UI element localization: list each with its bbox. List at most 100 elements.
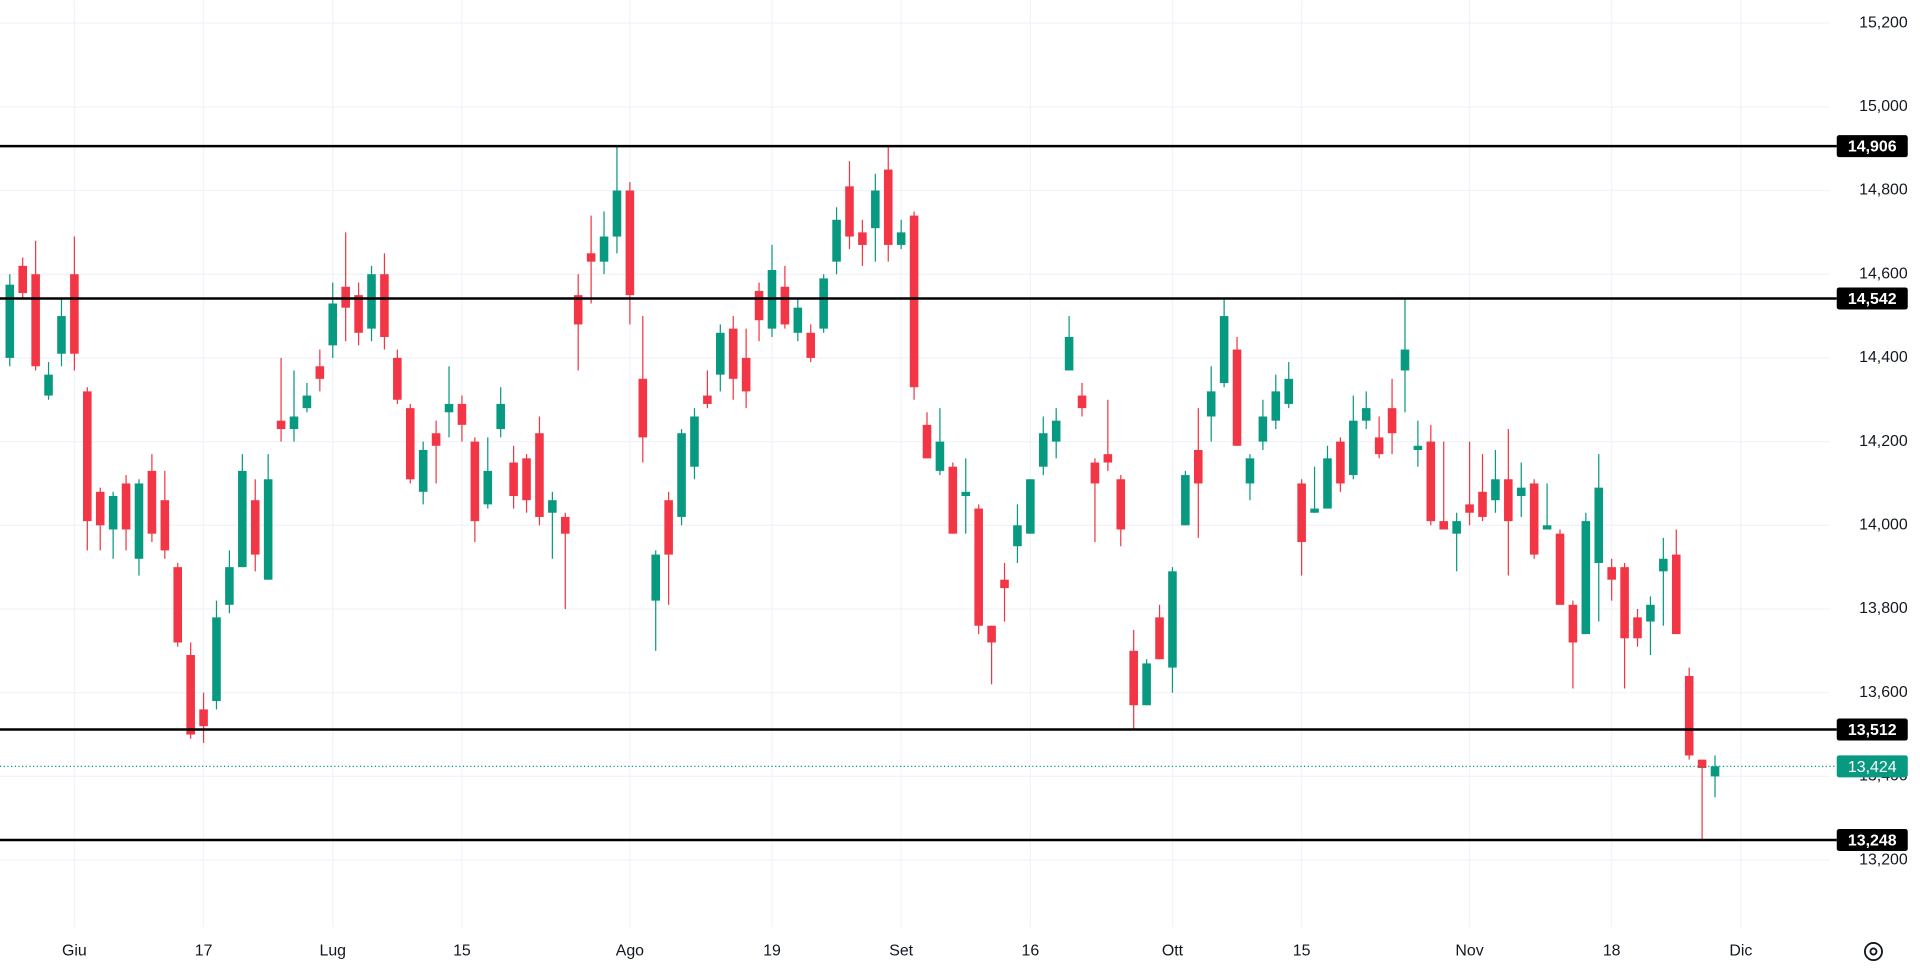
- candle-body: [1413, 445, 1423, 450]
- candle-body: [1594, 487, 1604, 563]
- candle-body: [1555, 533, 1565, 605]
- candle-body: [70, 274, 79, 354]
- candle-body: [444, 403, 454, 413]
- candle-body: [1103, 454, 1113, 463]
- candle-body: [57, 316, 66, 354]
- candle-body: [961, 491, 971, 497]
- candle-body: [1516, 487, 1526, 497]
- candle-body: [1206, 391, 1216, 417]
- candle-body: [457, 403, 467, 425]
- x-tick-label: Dic: [1729, 943, 1752, 960]
- candle-body: [651, 554, 660, 601]
- candle-body: [832, 219, 841, 262]
- level-label-bg: [1836, 135, 1908, 158]
- level-label: 14,906: [1848, 139, 1897, 156]
- candle-body: [754, 290, 764, 321]
- candle-body: [1258, 416, 1268, 442]
- candle-body: [677, 433, 686, 517]
- candle-body: [134, 483, 144, 559]
- candle-body: [31, 274, 40, 367]
- candle-body: [1219, 316, 1229, 384]
- last-price-bg: [1836, 755, 1908, 778]
- candle-body: [909, 215, 919, 388]
- candle-body: [1310, 508, 1319, 513]
- candle-body: [1026, 479, 1035, 534]
- candle-body: [1633, 617, 1642, 639]
- candle-body: [354, 295, 363, 333]
- candle-body: [1542, 525, 1552, 530]
- y-tick-label: 13,200: [1859, 851, 1908, 868]
- candle-body: [1142, 663, 1151, 706]
- candle-body: [1155, 617, 1164, 660]
- candle-body: [1620, 567, 1629, 639]
- candle-body: [561, 516, 570, 534]
- candle-body: [380, 274, 389, 337]
- candle-body: [586, 253, 596, 262]
- candle-body: [1529, 483, 1539, 555]
- y-tick-label: 14,400: [1859, 349, 1908, 366]
- candle-body: [896, 232, 906, 245]
- candle-body: [573, 295, 583, 325]
- candle-body: [418, 449, 428, 492]
- candle-body: [1129, 650, 1138, 706]
- candle-body: [1323, 458, 1332, 509]
- candle-body: [160, 500, 170, 551]
- candle-body: [845, 186, 854, 237]
- candle-body: [108, 496, 118, 530]
- candle-body: [922, 424, 932, 459]
- candle-body: [780, 286, 790, 325]
- x-tick-label: Nov: [1455, 943, 1483, 960]
- candle-body: [341, 286, 350, 308]
- candle-body: [974, 508, 983, 626]
- candle-body: [935, 441, 945, 471]
- candle-body: [522, 458, 531, 501]
- settings-icon[interactable]: [1863, 942, 1883, 962]
- candles: [5, 146, 1720, 840]
- candle-body: [612, 190, 622, 237]
- level-label: 14,542: [1848, 291, 1897, 308]
- level-label: 13,512: [1848, 722, 1897, 739]
- y-tick-label: 13,600: [1859, 684, 1908, 701]
- x-tick-label: Ago: [616, 943, 644, 960]
- candle-body: [1607, 567, 1616, 580]
- candle-body: [289, 416, 299, 430]
- y-tick-label: 15,200: [1859, 14, 1908, 31]
- candle-body: [250, 500, 260, 555]
- candle-body: [1504, 479, 1513, 522]
- candle-body: [1478, 491, 1487, 517]
- candle-body: [1452, 521, 1461, 534]
- candle-body: [225, 567, 234, 605]
- x-tick-label: 15: [453, 943, 471, 960]
- candle-body: [1336, 441, 1345, 484]
- candle-body: [625, 190, 635, 296]
- y-tick-label: 14,200: [1859, 433, 1908, 450]
- candle-body: [1710, 766, 1720, 777]
- level-label-bg: [1836, 718, 1908, 741]
- candle-body: [1439, 521, 1449, 530]
- candle-body: [431, 433, 441, 446]
- level-label-bg: [1836, 287, 1908, 310]
- candle-body: [405, 408, 415, 480]
- candle-body: [1646, 604, 1655, 622]
- candle-body: [599, 236, 609, 262]
- candle-body: [263, 479, 273, 580]
- candle-body: [18, 265, 27, 294]
- candle-body: [728, 328, 738, 379]
- candle-body: [147, 470, 157, 534]
- candle-body: [1426, 441, 1436, 522]
- y-tick-label: 14,000: [1859, 517, 1908, 534]
- candle-body: [1697, 759, 1707, 769]
- candle-body: [638, 378, 648, 438]
- candle-body: [948, 466, 958, 534]
- candle-body: [987, 625, 996, 643]
- candle-body: [1271, 391, 1281, 421]
- candle-body: [1361, 408, 1371, 421]
- candle-body: [1349, 420, 1358, 476]
- candle-body: [95, 491, 105, 526]
- candle-body: [806, 332, 816, 358]
- candle-body: [793, 307, 803, 333]
- candle-body: [1684, 675, 1694, 756]
- candle-body: [1465, 504, 1474, 513]
- candle-body: [367, 274, 376, 329]
